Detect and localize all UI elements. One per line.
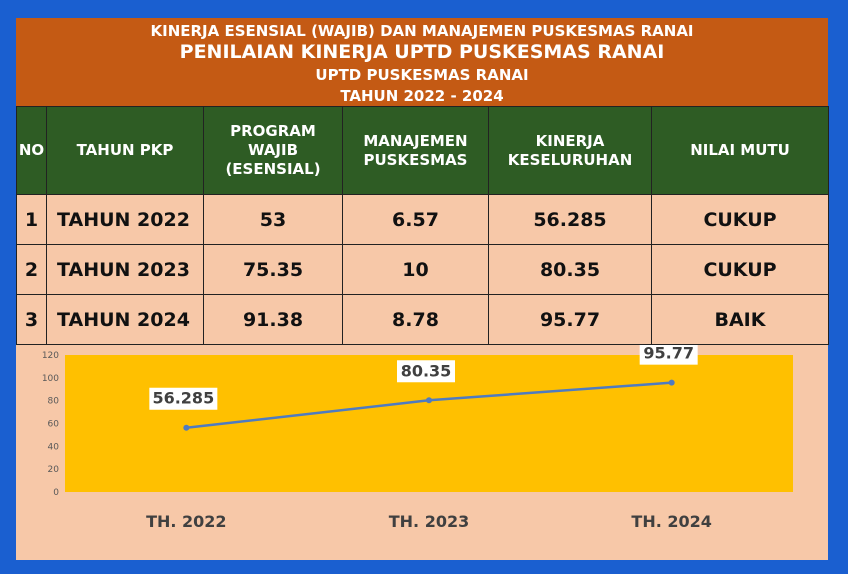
data-markers — [183, 379, 675, 431]
col-header-kinerja: KINERJA KESELURUHAN — [488, 106, 652, 195]
cell-tahun: TAHUN 2022 — [46, 194, 204, 245]
x-category-label: TH. 2023 — [389, 512, 469, 531]
y-tick-label: 80 — [48, 397, 60, 407]
cell-no: 1 — [16, 194, 47, 245]
data-label: 80.35 — [401, 361, 452, 380]
data-point — [668, 379, 675, 386]
cell-nilai-mutu: BAIK — [651, 294, 829, 345]
cell-no: 3 — [16, 294, 47, 345]
kinerja-line-chart: 0 20 40 60 80 100 120 TH. 2022 TH. 2023 TH. 2024… — [16, 345, 828, 560]
table-row: 3 TAHUN 2024 91.38 8.78 95.77 BAIK — [16, 294, 829, 345]
data-label-background — [397, 360, 455, 383]
cell-kinerja: 95.77 — [488, 294, 652, 345]
y-tick-label: 60 — [48, 420, 60, 430]
col-header-no: NO — [16, 106, 47, 195]
performance-table: NO TAHUN PKP PROGRAM WAJIB (ESENSIAL) MA… — [16, 106, 829, 345]
col-header-tahun-pkp: TAHUN PKP — [46, 106, 204, 195]
cell-nilai-mutu: CUKUP — [651, 194, 829, 245]
cell-program-wajib: 91.38 — [203, 294, 343, 345]
col-header-kinerja-text: KINERJA KESELURUHAN — [507, 131, 633, 169]
table-row: 2 TAHUN 2023 75.35 10 80.35 CUKUP — [16, 244, 829, 295]
report-header: KINERJA ESENSIAL (WAJIB) DAN MANAJEMEN P… — [16, 18, 828, 106]
cell-manajemen: 8.78 — [342, 294, 489, 345]
cell-kinerja: 56.285 — [488, 194, 652, 245]
x-category-label: TH. 2022 — [146, 512, 226, 531]
table-row: 1 TAHUN 2022 53 6.57 56.285 CUKUP — [16, 194, 829, 245]
data-label: 95.77 — [643, 345, 694, 363]
col-header-program-wajib-text: PROGRAM WAJIB (ESENSIAL) — [225, 122, 321, 178]
cell-kinerja: 80.35 — [488, 244, 652, 295]
cell-tahun: TAHUN 2024 — [46, 294, 204, 345]
data-label-background — [639, 345, 698, 365]
col-header-manajemen: MANAJEMEN PUSKESMAS — [342, 106, 489, 195]
y-tick-label: 0 — [53, 488, 59, 498]
x-category-label: TH. 2024 — [631, 512, 711, 531]
data-label-background — [149, 387, 218, 410]
col-header-program-wajib: PROGRAM WAJIB (ESENSIAL) — [203, 106, 343, 195]
data-point — [426, 397, 432, 404]
y-tick-label: 120 — [42, 351, 59, 361]
col-header-nilai-mutu: NILAI MUTU — [651, 106, 829, 195]
y-tick-label: 100 — [42, 374, 59, 384]
cell-manajemen: 10 — [342, 244, 489, 295]
header-line-1: KINERJA ESENSIAL (WAJIB) DAN MANAJEMEN P… — [150, 22, 694, 40]
cell-nilai-mutu: CUKUP — [651, 244, 829, 295]
cell-program-wajib: 53 — [203, 194, 343, 245]
col-header-manajemen-text: MANAJEMEN PUSKESMAS — [363, 131, 468, 169]
cell-program-wajib: 75.35 — [203, 244, 343, 295]
cell-manajemen: 6.57 — [342, 194, 489, 245]
data-labels: 56.285 80.35 95.77 — [149, 345, 698, 410]
cell-no: 2 — [16, 244, 47, 295]
header-line-3: UPTD PUSKESMAS RANAI — [315, 66, 529, 84]
data-point — [183, 424, 190, 431]
x-axis: TH. 2022 TH. 2023 TH. 2024 — [146, 512, 712, 531]
cell-tahun: TAHUN 2023 — [46, 244, 204, 295]
table-header-row: NO TAHUN PKP PROGRAM WAJIB (ESENSIAL) MA… — [16, 106, 829, 195]
y-tick-label: 40 — [48, 442, 60, 452]
data-label: 56.285 — [152, 389, 214, 408]
header-period: TAHUN 2022 - 2024 — [340, 87, 504, 105]
y-axis: 0 20 40 60 80 100 120 — [42, 351, 59, 498]
header-title: PENILAIAN KINERJA UPTD PUSKESMAS RANAI — [179, 41, 665, 63]
y-tick-label: 20 — [48, 465, 60, 475]
